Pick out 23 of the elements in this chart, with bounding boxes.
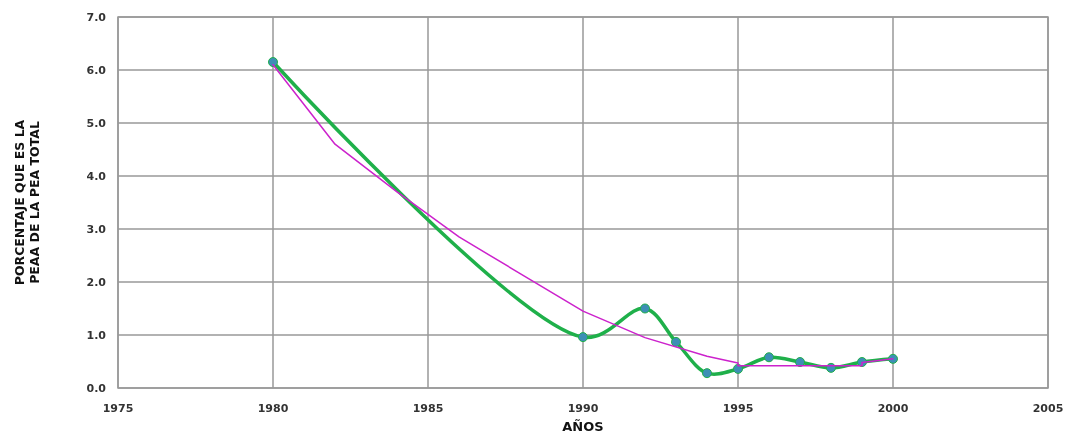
x-tick-label: 1990 — [567, 402, 599, 415]
x-tick-label: 1995 — [722, 402, 754, 415]
y-tick-label: 2.0 — [86, 276, 107, 289]
x-tick-label: 2000 — [877, 402, 909, 415]
y-tick-label: 6.0 — [86, 64, 107, 77]
point — [268, 57, 278, 68]
x-axis-title: AÑOS — [562, 419, 604, 434]
y-tick-label: 4.0 — [86, 170, 107, 183]
x-tick-label: 2005 — [1032, 402, 1064, 415]
x-tick-label: 1985 — [412, 402, 444, 415]
y-tick-label: 3.0 — [86, 223, 107, 236]
point — [578, 332, 588, 343]
x-tick-label: 1975 — [102, 402, 134, 415]
point — [671, 336, 681, 347]
y-tick-label: 5.0 — [86, 117, 107, 130]
point — [640, 303, 650, 314]
y-tick-label: 1.0 — [86, 329, 107, 342]
point — [764, 352, 774, 363]
point — [702, 368, 712, 379]
y-tick-label: 0.0 — [86, 382, 107, 395]
y-axis-title: PORCENTAJE QUE ES LA PEAA DE LA PEA TOTAL — [12, 119, 42, 286]
y-tick-label: 7.0 — [86, 11, 107, 24]
x-tick-label: 1980 — [257, 402, 289, 415]
